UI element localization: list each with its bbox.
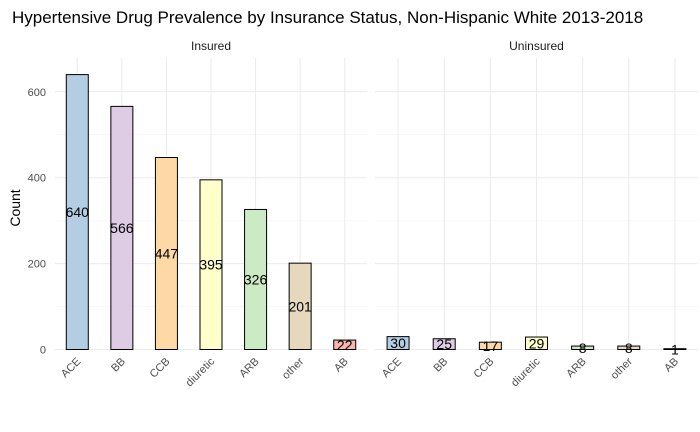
data-label: 30 <box>390 335 406 351</box>
y-tick-label: 400 <box>28 173 46 185</box>
bar-ace <box>386 336 410 351</box>
x-tick-label: BB <box>431 356 450 375</box>
chart-title: Hypertensive Drug Prevalence by Insuranc… <box>12 8 643 27</box>
bar-ab <box>333 339 357 350</box>
y-tick-label: 600 <box>28 87 46 99</box>
panel-insured: Insured 0 200 400 600 640 566 447 395 326 201 22 ACE… <box>28 39 367 389</box>
data-label: 395 <box>199 257 223 273</box>
x-tick-label: other <box>609 355 635 381</box>
y-tick-label: 200 <box>28 259 46 271</box>
bar-other <box>288 262 312 351</box>
data-label: 566 <box>110 220 134 236</box>
data-label: 25 <box>436 336 452 352</box>
data-label: 1 <box>671 341 679 357</box>
x-tick-label: diuretic <box>184 355 218 389</box>
data-label: 29 <box>529 335 545 351</box>
bar-ccb <box>478 341 502 350</box>
x-tick-label: ACE <box>380 356 404 380</box>
data-label: 17 <box>483 338 499 354</box>
data-label: 8 <box>579 340 587 356</box>
x-tick-label: AB <box>332 356 351 375</box>
x-tick-label: ARB <box>237 356 261 380</box>
bar-other <box>617 345 641 350</box>
data-label: 22 <box>337 337 353 353</box>
bar-ab <box>663 348 687 351</box>
x-tick-label: other <box>280 355 306 381</box>
bar-diuretic <box>525 336 548 350</box>
data-label: 640 <box>66 204 90 220</box>
facet-strip-label: Uninsured <box>509 39 564 53</box>
bar-ace <box>65 74 89 350</box>
x-tick-label: CCB <box>472 356 497 381</box>
bar-bb <box>110 105 134 350</box>
x-tick-label: BB <box>109 356 128 375</box>
x-tick-label: ACE <box>59 356 83 380</box>
bar-diuretic <box>199 179 223 350</box>
data-label: 8 <box>625 340 633 356</box>
x-tick-label: CCB <box>148 356 173 381</box>
panel-uninsured: Uninsured 30 25 17 29 8 8 1 ACE BB CCB diuretic ARB o… <box>375 39 698 389</box>
y-axis-label: Count <box>7 189 23 226</box>
chart-panels: Insured 0 200 400 600 640 566 447 395 326 201 22 ACE… <box>28 39 698 389</box>
bar-ccb <box>154 156 178 350</box>
facet-strip-label: Insured <box>191 39 231 53</box>
bar-arb <box>244 208 268 350</box>
data-label: 326 <box>244 271 268 287</box>
data-label: 201 <box>288 298 312 314</box>
x-tick-label: diuretic <box>509 355 543 389</box>
x-tick-label: AB <box>662 356 681 375</box>
y-tick-label: 0 <box>40 345 46 357</box>
data-label: 447 <box>155 245 179 261</box>
bar-arb <box>571 345 595 350</box>
x-tick-label: ARB <box>564 356 588 380</box>
bar-bb <box>432 338 456 350</box>
